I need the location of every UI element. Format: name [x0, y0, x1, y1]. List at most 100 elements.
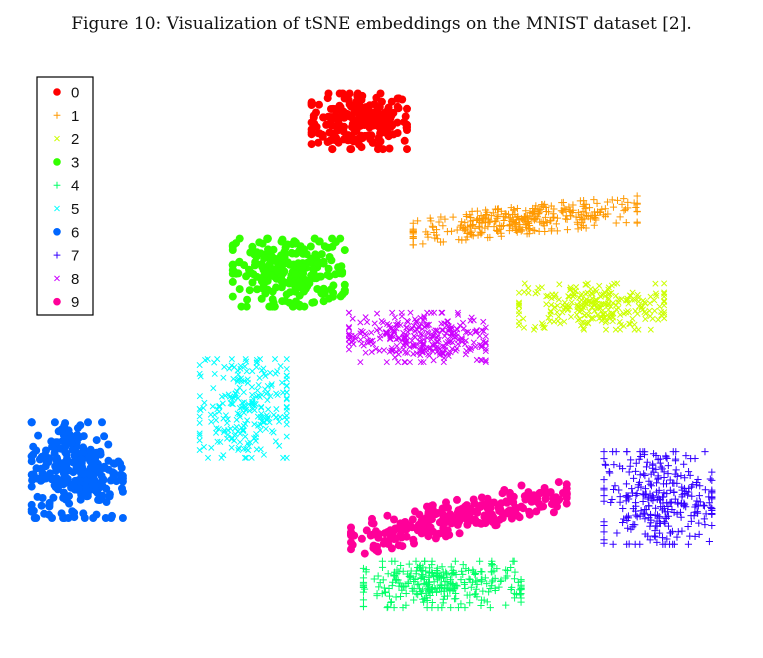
point-3 [242, 272, 251, 281]
point-7 [705, 499, 713, 507]
point-5 [276, 418, 283, 425]
point-8 [468, 344, 475, 352]
point-7 [660, 489, 668, 497]
point-5 [196, 413, 203, 420]
point-7 [708, 521, 716, 530]
point-4 [461, 603, 469, 612]
point-3 [260, 254, 269, 263]
point-1 [621, 205, 629, 213]
point-7 [708, 505, 716, 513]
point-4 [511, 568, 519, 576]
point-0 [315, 129, 324, 138]
point-4 [359, 602, 368, 611]
point-7 [600, 492, 608, 500]
point-7 [632, 511, 640, 519]
point-9 [509, 498, 518, 507]
point-9 [397, 526, 406, 535]
point-7 [656, 495, 664, 503]
point-5 [228, 444, 235, 451]
point-4 [428, 598, 436, 607]
point-8 [420, 342, 427, 350]
point-4 [396, 592, 405, 601]
point-8 [444, 338, 451, 346]
point-7 [677, 472, 685, 480]
point-7 [609, 448, 617, 456]
point-4 [396, 579, 404, 587]
point-1 [592, 214, 600, 222]
point-7 [680, 484, 689, 493]
point-2 [638, 304, 645, 312]
point-2 [574, 303, 581, 310]
point-9 [347, 545, 355, 554]
point-6 [60, 471, 69, 480]
point-4 [378, 557, 387, 565]
point-8 [433, 328, 440, 335]
legend-marker-6 [53, 228, 61, 236]
point-7 [658, 534, 667, 542]
point-8 [357, 319, 364, 326]
point-9 [549, 494, 558, 503]
point-7 [601, 460, 609, 468]
point-2 [661, 290, 668, 297]
point-6 [45, 500, 54, 509]
point-4 [373, 592, 381, 600]
point-2 [544, 292, 551, 299]
point-7 [705, 537, 714, 546]
point-6 [62, 450, 71, 459]
point-6 [32, 464, 41, 473]
point-1 [505, 227, 513, 235]
point-5 [214, 406, 221, 413]
point-7 [647, 519, 655, 527]
point-7 [676, 508, 685, 516]
point-1 [609, 203, 618, 211]
point-7 [625, 468, 633, 476]
point-9 [357, 534, 366, 543]
point-5 [236, 439, 244, 446]
point-4 [502, 566, 510, 574]
point-6 [102, 498, 111, 506]
point-7 [673, 533, 681, 541]
point-7 [664, 470, 672, 478]
point-6 [99, 464, 108, 472]
point-5 [274, 368, 281, 375]
point-9 [366, 531, 375, 540]
point-7 [662, 480, 671, 488]
point-7 [656, 459, 664, 467]
point-2 [603, 317, 610, 324]
point-1 [494, 227, 502, 235]
point-8 [433, 338, 440, 345]
point-8 [357, 330, 364, 337]
point-1 [478, 228, 486, 237]
point-7 [628, 485, 636, 493]
point-2 [649, 315, 656, 322]
point-8 [473, 328, 480, 335]
point-4 [413, 580, 421, 588]
point-2 [606, 290, 613, 297]
point-4 [415, 585, 424, 593]
point-7 [693, 497, 701, 505]
point-7 [631, 467, 640, 476]
point-2 [576, 308, 583, 315]
point-4 [406, 572, 414, 580]
point-5 [283, 421, 290, 428]
point-3 [245, 286, 254, 295]
point-5 [248, 384, 256, 391]
point-4 [483, 580, 491, 588]
point-0 [353, 89, 362, 98]
point-5 [258, 403, 265, 410]
point-4 [397, 561, 405, 570]
point-4 [468, 578, 477, 586]
point-8 [393, 348, 400, 355]
point-5 [276, 442, 283, 449]
point-8 [455, 311, 462, 318]
point-3 [257, 294, 266, 303]
point-8 [482, 340, 489, 347]
point-7 [649, 450, 658, 458]
point-9 [360, 549, 369, 558]
point-3 [297, 281, 306, 290]
point-6 [118, 514, 127, 522]
point-5 [262, 425, 269, 432]
point-7 [637, 452, 645, 461]
point-2 [594, 311, 601, 319]
